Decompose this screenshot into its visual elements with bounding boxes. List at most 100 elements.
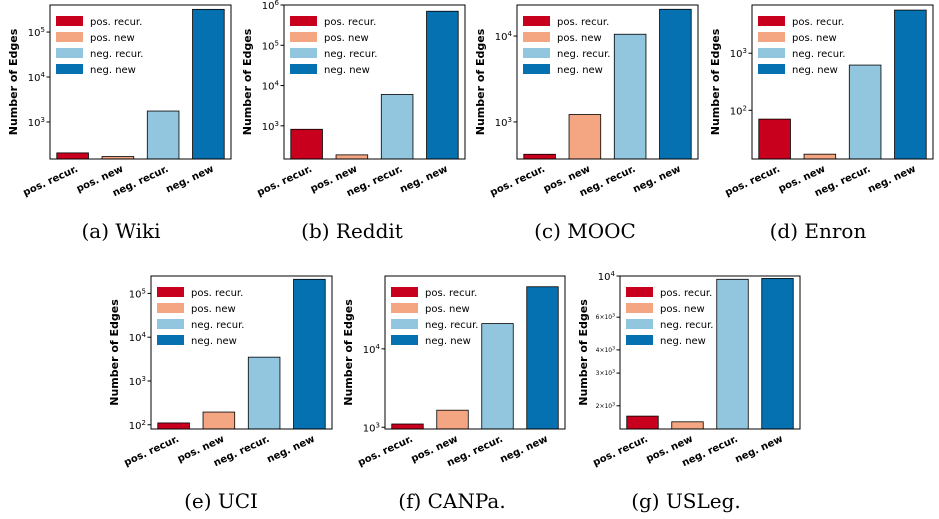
y-axis-title: Number of Edges [108,299,121,406]
panel-caption: (c) MOOC [534,219,636,243]
bar-pos-new [436,409,469,430]
legend: pos. recur. pos. new neg. recur. neg. new [758,16,845,76]
legend-label: pos. new [792,33,837,44]
legend-label: pos. recur. [660,288,712,299]
panel-caption: (a) Wiki [81,219,160,243]
panel-caption: (g) USLeg. [631,489,741,513]
plot-frame [619,275,801,430]
bar-pos-recur [157,422,190,430]
plot-frame [516,4,699,160]
legend-label: pos. new [557,33,602,44]
legend: pos. recur. pos. new neg. recur. neg. new [56,16,143,76]
bar-neg-new [293,278,326,430]
y-tick-label: 3×103 [596,369,615,378]
x-tick-label: neg. new [398,164,449,196]
bar-neg-recur [481,323,514,430]
y-tick-label: 104 [262,80,280,93]
y-tick-label: 102 [730,104,747,117]
x-tick-label: pos. recur. [21,164,79,199]
x-tick-label: neg. new [498,434,549,466]
legend-label: pos. recur. [425,288,477,299]
plot-frame [751,4,934,160]
x-tick-label: pos. recur. [591,434,649,469]
legend-swatch [523,32,550,42]
y-tick-label: 104 [363,343,381,356]
legend-swatch [758,64,785,74]
legend-label: neg. new [191,336,237,347]
bar-pos-recur [56,152,89,160]
y-axis-title: Number of Edges [241,28,254,135]
bar-pos-recur [290,128,323,160]
y-tick-label: 104 [495,30,513,43]
y-tick-label: 103 [129,375,146,388]
legend-swatch [626,303,653,313]
legend-swatch [523,16,550,26]
legend-swatch [157,303,184,313]
legend-swatch [523,64,550,74]
bar-neg-recur [848,64,882,160]
x-tick-label: neg. new [733,434,784,466]
panel-caption: (f) CANPa. [398,489,505,513]
y-tick-label: 102 [129,419,146,432]
plot-frame [384,275,566,430]
legend-swatch [157,335,184,345]
y-tick-label: 106 [262,0,280,12]
y-tick-label: 6×103 [596,313,615,322]
panel-caption: (d) Enron [770,219,867,243]
legend-label: neg. recur. [324,49,377,60]
legend-label: pos. recur. [324,17,376,28]
legend-swatch [56,48,83,58]
bar-pos-recur [523,153,556,160]
legend: pos. recur. pos. new neg. recur. neg. new [523,16,610,76]
bar-pos-new [671,421,704,430]
legend-label: pos. new [90,33,135,44]
y-tick-label: 104 [598,270,616,283]
bar-neg-recur [146,110,180,160]
legend-swatch [391,335,418,345]
legend-label: neg. new [792,65,838,76]
legend-label: neg. new [660,336,706,347]
x-tick-label: pos. recur. [723,164,781,199]
x-tick-label: pos. recur. [488,164,546,199]
y-tick-label: 4×103 [596,345,615,354]
legend-swatch [626,319,653,329]
legend-swatch [523,48,550,58]
chart-panel-4: 102 103 Number of Edges pos. recur. pos. new… [709,4,934,243]
y-axis-title: Number of Edges [474,28,487,135]
bar-pos-new [803,153,837,160]
legend-label: pos. new [191,304,236,315]
y-tick-label: 103 [28,116,45,129]
y-axis-title: Number of Edges [7,28,20,135]
y-tick-label: 104 [129,331,147,344]
bar-pos-new [568,114,602,160]
legend-swatch [391,303,418,313]
legend: pos. recur. pos. new neg. recur. neg. new [626,287,713,347]
legend-label: neg. recur. [191,320,244,331]
x-tick-label: neg. new [164,164,215,196]
legend: pos. recur. pos. new neg. recur. neg. new [157,287,244,347]
x-tick-label: pos. recur. [122,434,180,469]
legend-swatch [290,64,317,74]
legend-swatch [391,319,418,329]
legend-label: pos. recur. [557,17,609,28]
legend-label: neg. recur. [792,49,845,60]
legend-swatch [56,64,83,74]
legend-swatch [758,16,785,26]
legend-swatch [391,287,418,297]
y-tick-label: 105 [262,39,279,52]
y-axis-title: Number of Edges [709,28,722,135]
legend: pos. recur. pos. new neg. recur. neg. new [290,16,377,76]
legend-label: neg. new [425,336,471,347]
y-tick-label: 103 [262,120,279,133]
plot-frame [49,4,232,160]
legend-swatch [56,16,83,26]
legend-swatch [758,32,785,42]
legend-swatch [290,48,317,58]
legend-label: neg. new [557,65,603,76]
panel-caption: (b) Reddit [301,219,403,243]
legend-swatch [626,335,653,345]
bar-pos-recur [391,423,424,430]
bar-neg-new [526,286,559,430]
